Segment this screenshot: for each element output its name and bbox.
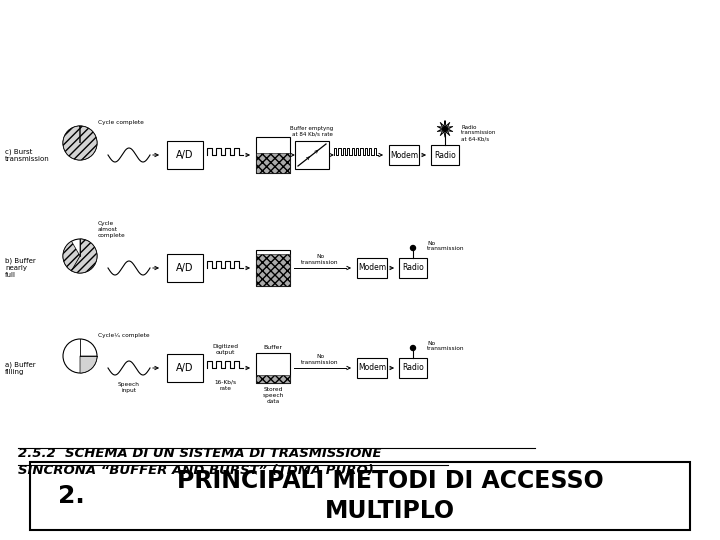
Text: Radio: Radio bbox=[402, 264, 424, 273]
Text: Modem: Modem bbox=[358, 264, 386, 273]
Text: No
transmission: No transmission bbox=[427, 341, 464, 352]
Circle shape bbox=[443, 126, 448, 132]
Bar bbox=[167, 254, 203, 282]
Bar bbox=[389, 145, 419, 165]
Text: Speech
input: Speech input bbox=[118, 382, 140, 393]
Text: Modem: Modem bbox=[390, 151, 418, 159]
Text: Cycle complete: Cycle complete bbox=[98, 120, 144, 125]
Circle shape bbox=[410, 246, 415, 251]
Text: Radio: Radio bbox=[402, 363, 424, 373]
Text: Radio: Radio bbox=[434, 151, 456, 159]
Text: Modem: Modem bbox=[358, 363, 386, 373]
Text: A/D: A/D bbox=[176, 150, 194, 160]
Text: Radio
transmission
at 64-Kb/s: Radio transmission at 64-Kb/s bbox=[461, 125, 496, 141]
Bar bbox=[256, 250, 290, 286]
Wedge shape bbox=[63, 239, 97, 273]
Text: No
transmission: No transmission bbox=[427, 241, 464, 252]
Text: Cycle
almost
complete: Cycle almost complete bbox=[98, 221, 126, 238]
Wedge shape bbox=[80, 356, 97, 373]
Bar bbox=[256, 375, 290, 383]
Bar bbox=[167, 141, 203, 169]
Text: 16-Kb/s
rate: 16-Kb/s rate bbox=[214, 380, 236, 391]
Bar bbox=[256, 254, 290, 286]
Text: 2.5.2  SCHEMA DI UN SISTEMA DI TRASMISSIONE: 2.5.2 SCHEMA DI UN SISTEMA DI TRASMISSIO… bbox=[18, 447, 382, 460]
Text: SINCRONA “BUFFER AND BURST” (TDMA PURO): SINCRONA “BUFFER AND BURST” (TDMA PURO) bbox=[18, 464, 374, 477]
Bar bbox=[357, 258, 387, 278]
Text: A/D: A/D bbox=[176, 263, 194, 273]
Bar bbox=[256, 137, 290, 173]
Bar bbox=[431, 145, 459, 165]
Bar bbox=[256, 353, 290, 383]
Text: Digitized
output: Digitized output bbox=[212, 344, 238, 355]
Bar bbox=[295, 141, 329, 169]
Text: PRINCIPALI METODI DI ACCESSO
MULTIPLO: PRINCIPALI METODI DI ACCESSO MULTIPLO bbox=[176, 469, 603, 523]
Text: 2.: 2. bbox=[58, 484, 85, 508]
Text: No
transmission: No transmission bbox=[301, 254, 338, 265]
Wedge shape bbox=[63, 126, 97, 160]
Circle shape bbox=[410, 346, 415, 350]
Text: a) Buffer
filling: a) Buffer filling bbox=[5, 361, 35, 375]
Text: Buffer emptyng
at 84 Kb/s rate: Buffer emptyng at 84 Kb/s rate bbox=[290, 126, 333, 137]
Text: Buffer: Buffer bbox=[264, 345, 282, 350]
Text: b) Buffer
nearly
full: b) Buffer nearly full bbox=[5, 258, 36, 278]
Text: A/D: A/D bbox=[176, 363, 194, 373]
Bar bbox=[399, 258, 427, 278]
Bar bbox=[256, 153, 290, 173]
Bar bbox=[30, 462, 690, 530]
Bar bbox=[357, 358, 387, 378]
Bar bbox=[399, 358, 427, 378]
Text: Cycle¼ complete: Cycle¼ complete bbox=[98, 333, 150, 338]
Text: No
transmission: No transmission bbox=[301, 354, 338, 365]
Text: Stored
speech
data: Stored speech data bbox=[262, 387, 284, 403]
Text: c) Burst
transmission: c) Burst transmission bbox=[5, 148, 50, 162]
Bar bbox=[167, 354, 203, 382]
